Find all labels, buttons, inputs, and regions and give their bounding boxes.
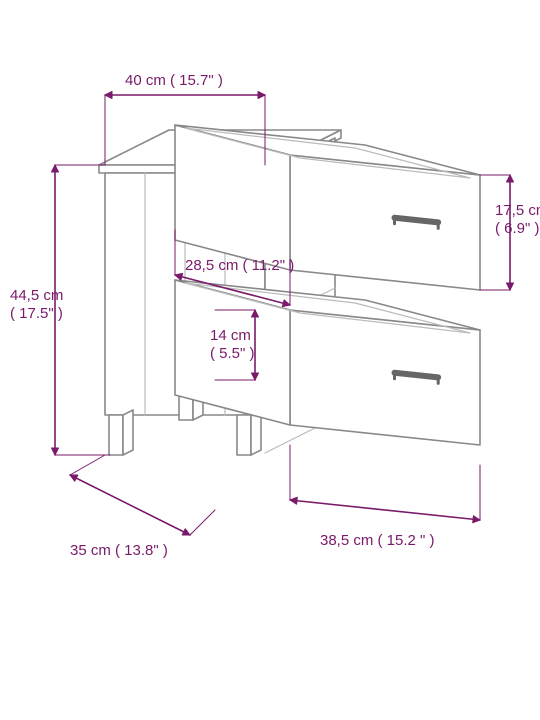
drawer-bottom xyxy=(175,280,480,445)
dim-label-width_top: 40 cm ( 15.7" ) xyxy=(125,72,223,89)
dim-label-drawer_d: 28,5 cm ( 11.2" ) xyxy=(185,257,294,274)
dim-label-drawer_w: 38,5 cm ( 15.2 " ) xyxy=(320,532,435,549)
dim-label-drawer_h: 17,5 cm( 6.9" ) xyxy=(495,202,540,237)
dim-height_left: 44,5 cm( 17.5" ) xyxy=(10,165,110,455)
dimension-diagram: 40 cm ( 15.7" ) 44,5 cm( 17.5" ) 35 cm ( 1… xyxy=(0,0,540,720)
dim-drawer_w: 38,5 cm ( 15.2 " ) xyxy=(290,445,480,549)
dim-label-depth_left: 35 cm ( 13.8" ) xyxy=(70,542,168,559)
dim-label-gap_h: 14 cm( 5.5" ) xyxy=(210,327,255,362)
dim-drawer_h: 17,5 cm( 6.9" ) xyxy=(480,175,540,290)
dim-depth_left: 35 cm ( 13.8" ) xyxy=(70,455,215,559)
dim-label-height_left: 44,5 cm( 17.5" ) xyxy=(10,287,63,322)
